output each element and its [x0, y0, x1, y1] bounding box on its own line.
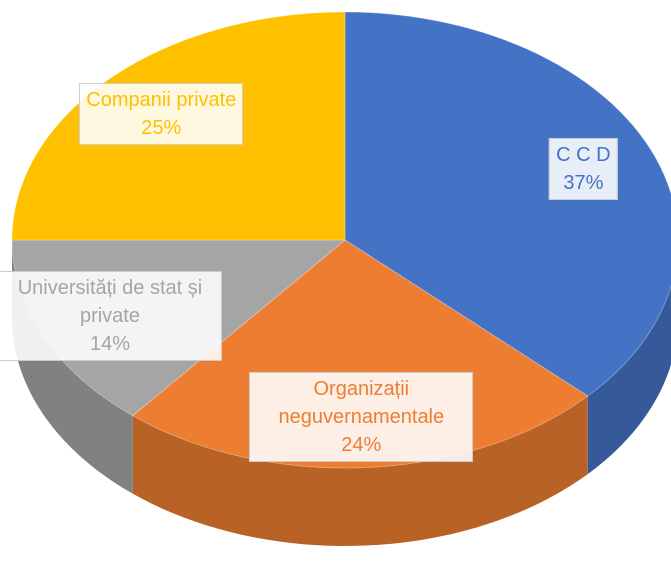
slice — [131, 239, 589, 469]
data-label: Universități de stat și private 14% — [0, 270, 222, 361]
value-label: 14% — [89, 332, 130, 355]
category-label: Organizații neguvernamentale — [278, 378, 445, 429]
category-label: Universități de stat și private — [17, 276, 203, 327]
slice-side — [132, 396, 588, 546]
category-label: C C D — [556, 144, 611, 167]
value-label: 25% — [141, 117, 182, 140]
data-label: Organizații neguvernamentale 24% — [249, 372, 474, 463]
data-label: Companii private 25% — [79, 83, 244, 146]
slice-side — [12, 240, 133, 494]
slice — [344, 11, 671, 397]
value-label: 24% — [341, 434, 382, 457]
data-label: C C D 37% — [549, 138, 618, 201]
slice-side — [587, 286, 671, 475]
category-label: Companii private — [86, 89, 237, 112]
value-label: 37% — [563, 172, 604, 195]
